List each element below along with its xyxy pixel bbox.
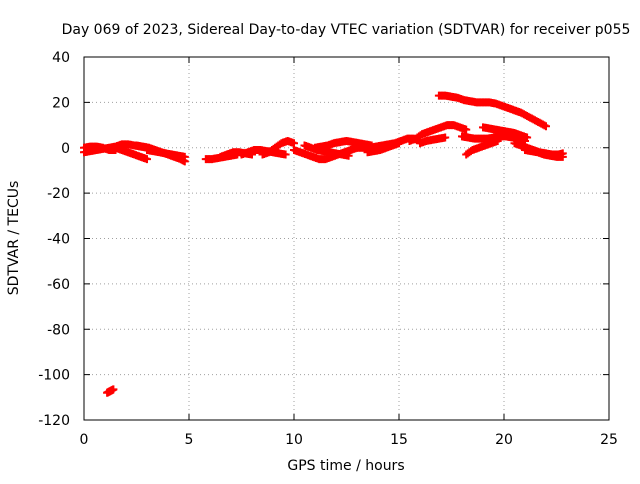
data-point <box>493 136 502 145</box>
series-seg-n <box>363 139 403 157</box>
x-tick-label: 0 <box>80 432 89 448</box>
y-tick-label: -100 <box>38 368 70 384</box>
series-seg-i <box>258 136 298 159</box>
data-point <box>344 151 353 160</box>
series-seg-b <box>80 142 120 155</box>
y-tick-label: 40 <box>52 50 70 66</box>
series-seg-c <box>111 143 151 164</box>
tick-layer: -120 -100 -80 -60 -40 -20 0 20 40 0 5 10 15 20 25 <box>38 50 618 448</box>
plot-frame <box>83 56 610 421</box>
series-seg-e <box>143 146 189 161</box>
y-tick-label: -80 <box>47 322 70 338</box>
data-point <box>143 155 151 164</box>
series-seg-s <box>462 136 502 159</box>
data-point <box>441 133 450 142</box>
series-seg-q <box>434 91 550 131</box>
series-seg-o <box>405 121 471 145</box>
data-point <box>395 139 403 148</box>
data-point <box>542 122 550 131</box>
x-tick-label: 20 <box>495 432 513 448</box>
data-point <box>180 152 189 161</box>
data-point <box>462 125 471 134</box>
data-point <box>281 150 290 159</box>
x-tick-label: 5 <box>185 432 194 448</box>
y-tick-label: -40 <box>47 232 70 248</box>
y-tick-label: -120 <box>38 413 70 429</box>
points-layer <box>80 91 567 397</box>
data-point <box>558 152 567 161</box>
grid-layer <box>84 57 609 420</box>
x-axis-label: GPS time / hours <box>287 458 404 474</box>
series-seg-p <box>416 133 450 148</box>
series-seg-w <box>103 385 118 397</box>
y-axis-label: SDTVAR / TECUs <box>6 181 22 296</box>
series-seg-t <box>479 123 532 142</box>
data-point <box>109 385 118 394</box>
chart-title: Day 069 of 2023, Sidereal Day-to-day VTE… <box>62 22 631 38</box>
y-tick-label: 0 <box>61 141 70 157</box>
y-tick-label: 20 <box>52 95 70 111</box>
x-tick-label: 25 <box>600 432 618 448</box>
x-tick-label: 15 <box>390 432 408 448</box>
data-point <box>290 139 298 148</box>
y-tick-label: -60 <box>47 277 70 293</box>
data-point <box>523 133 532 142</box>
y-tick-label: -20 <box>47 186 70 202</box>
x-tick-label: 10 <box>285 432 303 448</box>
series-seg-v <box>521 146 567 161</box>
